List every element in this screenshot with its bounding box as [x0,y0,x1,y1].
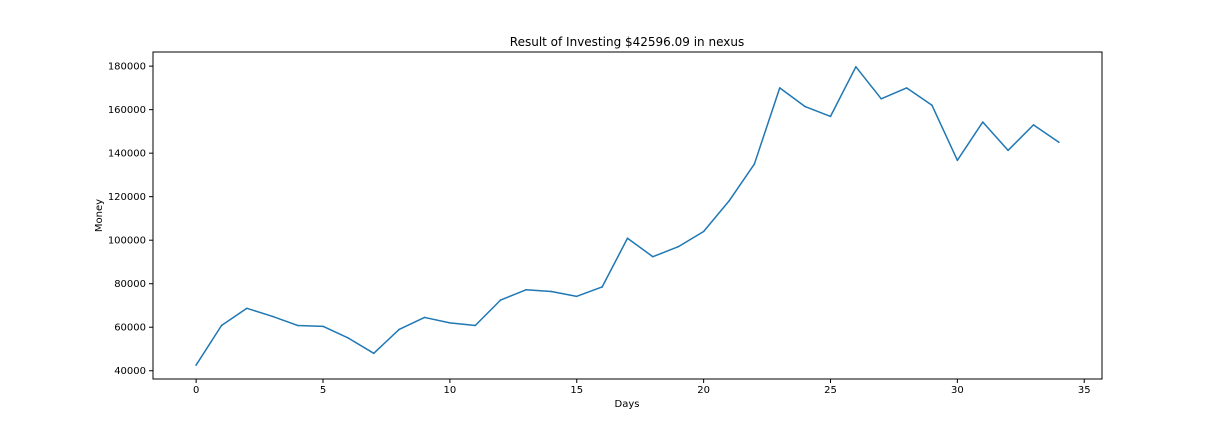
data-point [575,295,578,298]
data-point [322,325,324,328]
x-tick-label: 30 [951,385,964,396]
y-tick-label: 180000 [108,62,146,73]
data-point [550,290,553,293]
data-point [880,97,883,100]
plot-area [195,65,1060,366]
data-point [829,115,832,118]
chart-title: Result of Investing $42596.09 in nexus [510,35,744,49]
x-tick-label: 20 [697,385,710,396]
y-tick-label: 140000 [108,149,146,160]
data-point [626,237,629,240]
x-tick-label: 5 [320,385,326,396]
data-point [271,315,274,318]
x-tick-label: 15 [570,385,583,396]
data-point [931,104,933,107]
data-point [905,87,908,89]
data-point [220,324,223,327]
data-point [652,255,654,258]
data-point [956,159,959,162]
data-point [474,324,477,327]
data-point [296,324,299,327]
x-tick-label: 25 [824,385,837,396]
y-tick-label: 60000 [114,323,146,334]
data-point [372,352,375,355]
data-point [1032,124,1035,126]
data-point [778,87,781,89]
data-point [677,245,680,248]
data-point [728,200,730,202]
data-point [423,316,426,319]
x-tick-label: 10 [444,385,457,396]
y-tick-label: 100000 [108,236,146,247]
data-point [1058,141,1060,144]
data-point [753,163,756,165]
data-point [398,328,400,331]
data-point [246,307,248,310]
data-point [855,65,857,68]
data-point [1007,149,1009,152]
plot-frame [152,51,1103,380]
x-tick-label: 0 [193,385,199,396]
data-point [702,230,705,233]
x-axis-title: Days [615,399,640,410]
data-point [195,364,197,366]
data-point [499,299,502,301]
y-tick-label: 80000 [114,279,146,290]
data-point [601,286,603,288]
y-tick-label: 160000 [108,105,146,116]
x-tick-label: 35 [1078,385,1091,396]
data-point [525,288,527,291]
data-point [449,322,451,324]
data-point [804,105,806,108]
y-tick-label: 40000 [114,366,146,377]
data-point [347,337,350,339]
y-axis-title: Money [94,199,105,232]
y-tick-label: 120000 [108,192,146,203]
data-point [981,121,984,123]
